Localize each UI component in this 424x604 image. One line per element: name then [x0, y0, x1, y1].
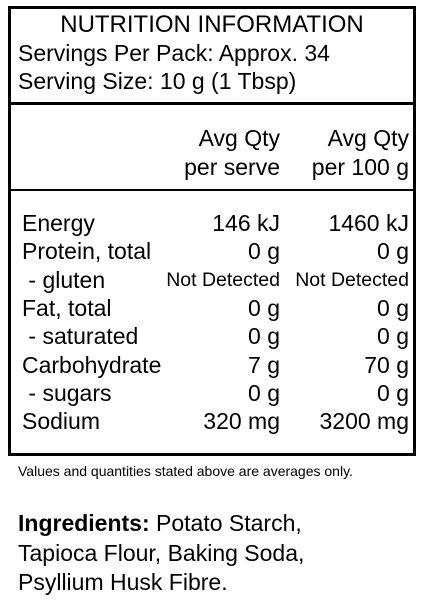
divider: [8, 102, 416, 105]
column-header: per 100 g: [311, 154, 409, 180]
nutrient-name: Sodium: [22, 408, 100, 435]
nutrient-value: Not Detected: [166, 268, 280, 291]
servings-per-pack: Servings Per Pack: Approx. 34: [18, 40, 330, 66]
nutrient-value: 0 g: [248, 379, 280, 406]
nutrient-name: - saturated: [22, 323, 139, 350]
panel-border: [8, 6, 416, 456]
nutrient-value: 70 g: [364, 351, 409, 378]
ingredients-line: Ingredients: Potato Starch,: [18, 512, 302, 535]
nutrient-value: 0 g: [377, 294, 409, 321]
serving-size: Serving Size: 10 g (1 Tbsp): [18, 68, 297, 94]
column-header: per serve: [184, 154, 280, 180]
nutrient-value: 320 mg: [203, 408, 280, 435]
footnote: Values and quantities stated above are a…: [18, 463, 353, 479]
nutrient-value: 0 g: [248, 238, 280, 265]
ingredients-text: Tapioca Flour, Baking Soda,: [18, 540, 305, 566]
nutrient-value: 1460 kJ: [328, 210, 409, 236]
nutrient-value: 146 kJ: [212, 210, 280, 236]
column-header: Avg Qty: [327, 125, 409, 151]
nutrient-value: 0 g: [377, 238, 409, 265]
ingredients-text: Potato Starch,: [156, 510, 302, 536]
nutrient-value: 3200 mg: [319, 408, 409, 435]
ingredients-text: Psyllium Husk Fibre.: [18, 569, 228, 595]
nutrient-value: 7 g: [248, 351, 280, 378]
panel-title: NUTRITION INFORMATION: [60, 11, 364, 38]
nutrient-value: 0 g: [377, 323, 409, 350]
nutrient-value: 0 g: [248, 323, 280, 350]
nutrient-name: Energy: [22, 210, 95, 236]
ingredients-label: Ingredients:: [18, 510, 150, 536]
column-header: Avg Qty: [198, 125, 280, 151]
nutrient-name: Protein, total: [22, 238, 152, 265]
nutrient-name: Fat, total: [22, 294, 112, 321]
nutrient-name: - sugars: [22, 379, 112, 406]
nutrient-value: Not Detected: [295, 268, 409, 291]
nutrient-name: - gluten: [22, 266, 106, 293]
nutrient-value: 0 g: [248, 294, 280, 321]
nutrient-name: Carbohydrate: [22, 351, 162, 378]
divider: [8, 189, 416, 191]
nutrient-value: 0 g: [377, 379, 409, 406]
